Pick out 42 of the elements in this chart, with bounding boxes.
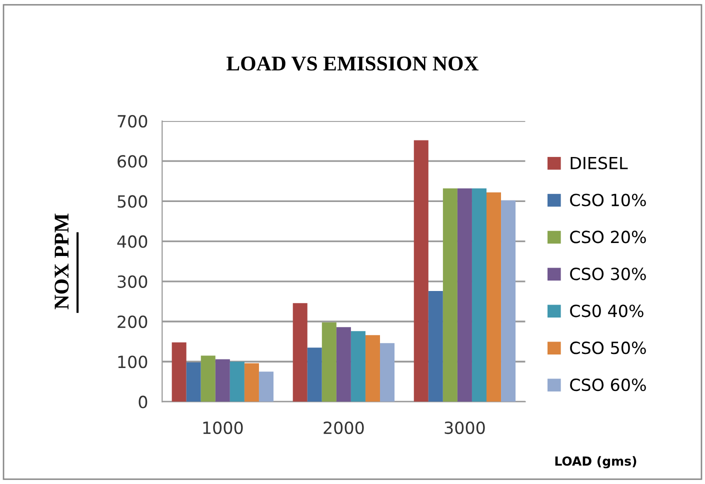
legend-label: DIESEL: [570, 156, 628, 170]
legend-label: CSO 20%: [570, 230, 646, 244]
x-tick-label: 3000: [444, 421, 485, 434]
x-tick-label: 1000: [203, 421, 243, 434]
bar: [457, 188, 472, 402]
bar: [172, 342, 186, 402]
y-tick-label: 400: [117, 235, 148, 248]
bar: [230, 362, 244, 402]
bar: [215, 359, 230, 402]
bar: [200, 356, 216, 402]
legend-label: CSO 50%: [570, 342, 646, 354]
bar: [486, 192, 502, 402]
y-tick-label: 500: [118, 195, 148, 208]
bar: [428, 291, 443, 402]
y-tick-label: 0: [138, 396, 148, 408]
legend-label: CSO 10%: [570, 194, 646, 206]
y-tick-label: 700: [118, 114, 148, 128]
bar: [186, 362, 201, 402]
bar: [336, 327, 351, 402]
x-axis-title: LOAD (gms): [555, 456, 636, 468]
bar: [380, 343, 395, 402]
legend-label: CSO 30%: [570, 268, 646, 280]
y-axis-title: NOX PPM: [54, 214, 69, 310]
y-tick-label: 100: [118, 356, 148, 368]
bar: [322, 322, 336, 402]
bar: [472, 188, 486, 402]
legend-label: CS0 40%: [570, 304, 644, 318]
bar: [365, 335, 380, 402]
legend-label: CSO 60%: [570, 378, 646, 392]
bar: [258, 372, 274, 402]
y-tick-label: 300: [118, 275, 148, 288]
bar: [292, 303, 308, 402]
bar: [442, 188, 458, 402]
bar: [414, 140, 428, 402]
y-tick-label: 600: [118, 155, 148, 168]
bar: [501, 200, 516, 402]
chart-title: LOAD VS EMISSION NOX: [226, 56, 479, 71]
bar: [244, 363, 259, 402]
y-tick-label: 200: [118, 315, 148, 328]
bar: [350, 331, 366, 402]
bar: [307, 348, 322, 402]
x-tick-label: 2000: [324, 421, 364, 434]
